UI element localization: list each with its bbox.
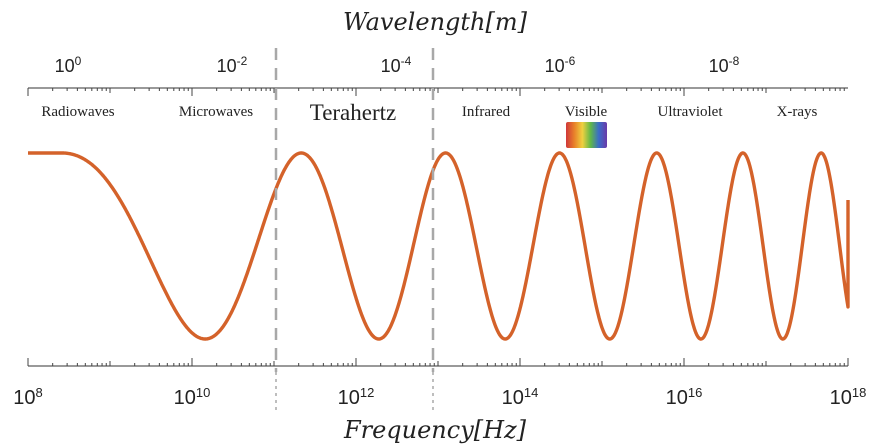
- frequency-tick-label: 1012: [338, 385, 375, 410]
- band-label-radiowaves: Radiowaves: [41, 104, 114, 120]
- wavelength-minor-ticks: [27, 88, 845, 96]
- frequency-tick-label: 1018: [830, 385, 867, 410]
- wavelength-tick-label: 10-2: [217, 54, 248, 76]
- wavelength-tick-label: 10-6: [545, 54, 576, 76]
- wavelength-tick-labels: 100 10-2 10-4 10-6 10-8: [55, 54, 740, 76]
- frequency-tick-labels: 108 1010 1012 1014 1016 1018: [13, 385, 866, 410]
- frequency-tick-label: 1016: [666, 385, 703, 410]
- band-label-terahertz: Terahertz: [310, 100, 397, 125]
- band-label-visible: Visible: [565, 104, 608, 120]
- band-label-infrared: Infrared: [462, 104, 511, 120]
- band-label-microwaves: Microwaves: [179, 104, 253, 120]
- frequency-tick-label: 1014: [502, 385, 539, 410]
- wavelength-tick-label: 10-4: [381, 54, 412, 76]
- wavelength-tick-label: 10-8: [709, 54, 740, 76]
- frequency-tick-label: 1010: [174, 385, 211, 410]
- band-label-ultraviolet: Ultraviolet: [658, 104, 724, 120]
- frequency-tick-label: 108: [13, 385, 42, 410]
- wavelength-tick-label: 100: [55, 54, 82, 76]
- band-labels: Radiowaves Microwaves Terahertz Infrared Vis…: [41, 100, 817, 125]
- band-label-x-rays: X-rays: [777, 104, 818, 120]
- wavelength-axis-title: Wavelength[m]: [343, 8, 528, 36]
- frequency-axis-title: Frequency[Hz]: [343, 416, 527, 444]
- em-wave-curve: [28, 151, 850, 341]
- visible-spectrum-swatch: [566, 122, 607, 148]
- frequency-minor-ticks: [27, 358, 849, 366]
